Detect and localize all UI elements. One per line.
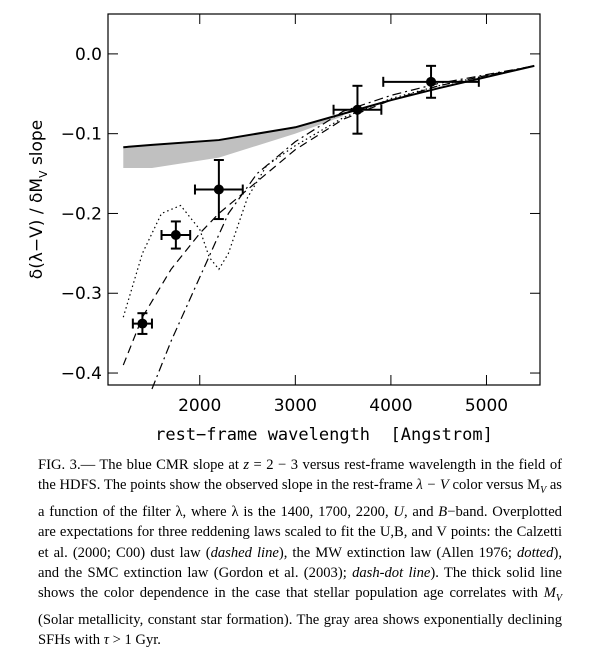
x-tick-label: 3000 bbox=[274, 396, 317, 416]
data-point bbox=[137, 318, 148, 329]
chart: 2000 3000 4000 5000 0.0 −0.1 −0.2 −0.3 −0.4 rest−… bbox=[27, 13, 541, 445]
caption-text: FIG. 3.— The blue CMR slope at bbox=[38, 457, 244, 473]
caption-text: as a function of the filter λ, where λ i… bbox=[38, 477, 562, 520]
x-tick-label: 2000 bbox=[178, 396, 221, 416]
gray-area bbox=[123, 113, 344, 168]
data-point bbox=[170, 230, 181, 241]
caption-text: ). The thick solid line shows the color … bbox=[38, 564, 562, 602]
caption-text: τ bbox=[103, 632, 109, 649]
caption-text: z bbox=[243, 457, 250, 473]
x-tick-label: 4000 bbox=[369, 396, 412, 416]
caption-text: dotted bbox=[516, 544, 554, 561]
y-axis-label: δ(λ−V) / δMV slope bbox=[27, 120, 50, 279]
y-axis-label-part: V bbox=[37, 170, 50, 178]
caption-text: V bbox=[540, 485, 547, 497]
figure-caption: FIG. 3.— The blue CMR slope at z = 2 − 3… bbox=[38, 455, 562, 650]
y-axis-label-part: δ(λ−V) / δM bbox=[27, 178, 47, 279]
x-axis-label: rest−frame wavelength [Angstrom] bbox=[155, 425, 493, 445]
model-line bbox=[151, 65, 535, 390]
model-line bbox=[123, 64, 535, 149]
caption-text: V bbox=[555, 593, 562, 605]
x-tick-label: 5000 bbox=[465, 396, 508, 416]
caption-text: = 2 − 3 versus rest-frame wavelength in … bbox=[38, 457, 562, 494]
caption-text: dashed line bbox=[210, 544, 279, 561]
caption-text: ), and the SMC extinction law (Gordon et… bbox=[38, 544, 562, 581]
data-point bbox=[352, 104, 363, 115]
data-point bbox=[213, 184, 224, 195]
caption-text: ), the MW extinction law (Allen 1976; bbox=[278, 544, 517, 561]
model-line bbox=[122, 65, 535, 318]
caption-text: > 1 Gyr. bbox=[108, 632, 161, 649]
y-tick-label: −0.3 bbox=[61, 284, 102, 304]
caption-text: dash-dot line bbox=[352, 564, 431, 581]
caption-text: (Solar metallicity, constant star format… bbox=[38, 611, 562, 649]
y-axis-label-part: slope bbox=[27, 120, 47, 171]
y-tick-label: −0.1 bbox=[61, 125, 102, 145]
caption-text: color versus M bbox=[448, 477, 541, 494]
caption-text: M bbox=[543, 585, 556, 602]
y-tick-label: −0.2 bbox=[61, 204, 102, 224]
model-line bbox=[122, 65, 535, 366]
y-tick-label: 0.0 bbox=[75, 45, 102, 65]
caption-text: −band. Overplotted are expectations for … bbox=[38, 503, 562, 561]
caption-text: , and bbox=[403, 503, 439, 520]
caption-text: B bbox=[438, 503, 448, 520]
plot-frame bbox=[107, 13, 541, 386]
caption-text: U bbox=[393, 503, 404, 520]
y-tick-label: −0.4 bbox=[61, 364, 102, 384]
caption-text: λ − V bbox=[416, 477, 449, 494]
data-point bbox=[426, 76, 437, 87]
